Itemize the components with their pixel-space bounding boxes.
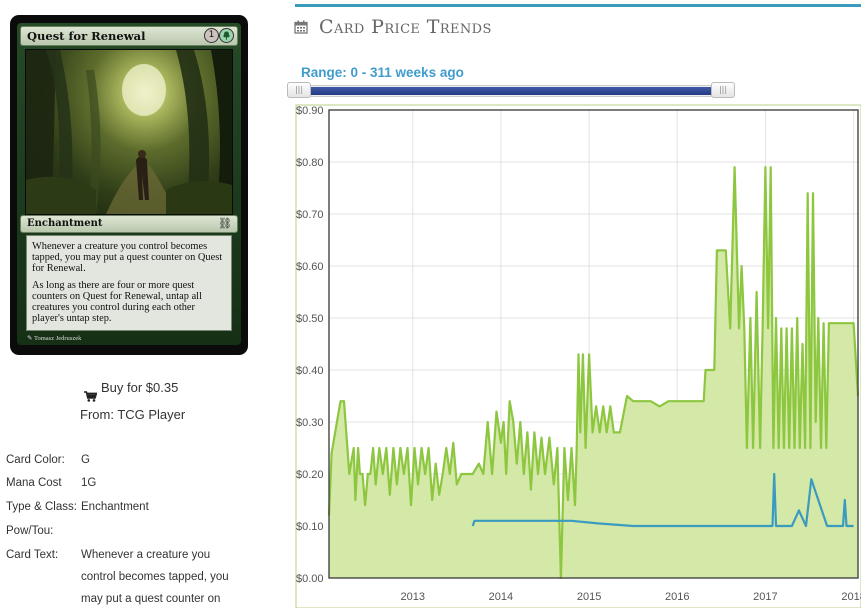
card-text-line: Whenever a creature you [81, 549, 211, 561]
x-tick-label: 2018 [841, 591, 861, 603]
mana-cost-label: Mana Cost [6, 477, 62, 489]
trends-title: Card Price Trends [319, 16, 492, 38]
mana-cost-value: 1G [81, 477, 97, 489]
card-text-label: Card Text: [6, 549, 59, 561]
series-0-line [327, 166, 860, 580]
y-tick-label: $0.30 [296, 417, 324, 429]
set-symbol-icon: ⛓ [218, 218, 232, 230]
card-color-value: G [81, 454, 90, 466]
card-text-line: may put a quest counter on [81, 593, 221, 605]
card-image: Quest for Renewal 1 [10, 15, 248, 355]
series-1-line [471, 472, 854, 528]
y-tick-label: $0.10 [296, 521, 324, 533]
y-tick-label: $0.90 [296, 105, 324, 117]
mana-generic-icon: 1 [205, 29, 218, 42]
range-label: Range: 0 - 311 weeks ago [301, 65, 464, 80]
x-tick-label: 2014 [489, 591, 513, 603]
shopping-cart-icon[interactable] [84, 391, 97, 402]
card-text-value: Whenever a creature you control becomes … [81, 544, 261, 610]
y-tick-label: $0.60 [296, 261, 324, 273]
card-rules-paragraph: As long as there are four or more quest … [32, 279, 202, 325]
type-class-label: Type & Class: [6, 501, 77, 513]
chart-frame [295, 104, 861, 608]
card-artist-name: Tomasz Jedruszek [33, 335, 82, 342]
x-tick-label: 2013 [401, 591, 425, 603]
y-tick-label: $0.40 [296, 365, 324, 377]
y-tick-label: $0.20 [296, 469, 324, 481]
card-name: Quest for Renewal [27, 29, 146, 43]
plot-border [328, 109, 859, 579]
card-artwork [25, 49, 233, 215]
range-slider-fill [300, 87, 722, 95]
mana-green-icon [220, 29, 233, 42]
buy-source: From: TCG Player [80, 407, 186, 422]
card-rules-text: Whenever a creature you control becomes … [26, 235, 232, 331]
mana-cost-symbols: 1 [205, 29, 233, 42]
card-type-line: Enchantment [27, 218, 103, 229]
card-rules-paragraph: Whenever a creature you control becomes … [32, 241, 223, 275]
x-tick-label: 2016 [665, 591, 689, 603]
y-tick-label: $0.00 [296, 573, 324, 585]
calendar-icon [294, 20, 308, 34]
card-text-line: control becomes tapped, you [81, 571, 229, 583]
type-class-value: Enchantment [81, 501, 149, 513]
y-tick-label: $0.70 [296, 209, 324, 221]
buy-link[interactable]: Buy for $0.35 [101, 380, 179, 395]
card-artist-credit: ✎ Tomasz Jedruszek [27, 335, 82, 342]
range-slider-handle-end[interactable]: ||| [711, 82, 735, 98]
range-slider-handle-start[interactable]: ||| [287, 82, 311, 98]
section-top-rule [295, 4, 861, 7]
card-type-bar: Enchantment ⛓ [20, 215, 238, 233]
x-tick-label: 2015 [577, 591, 601, 603]
card-title-bar: Quest for Renewal 1 [20, 26, 238, 46]
y-tick-label: $0.50 [296, 313, 324, 325]
pow-tou-label: Pow/Tou: [6, 525, 54, 537]
x-tick-label: 2017 [753, 591, 777, 603]
card-color-label: Card Color: [6, 454, 65, 466]
y-tick-label: $0.80 [296, 157, 324, 169]
card-frame: Quest for Renewal 1 [17, 23, 241, 345]
